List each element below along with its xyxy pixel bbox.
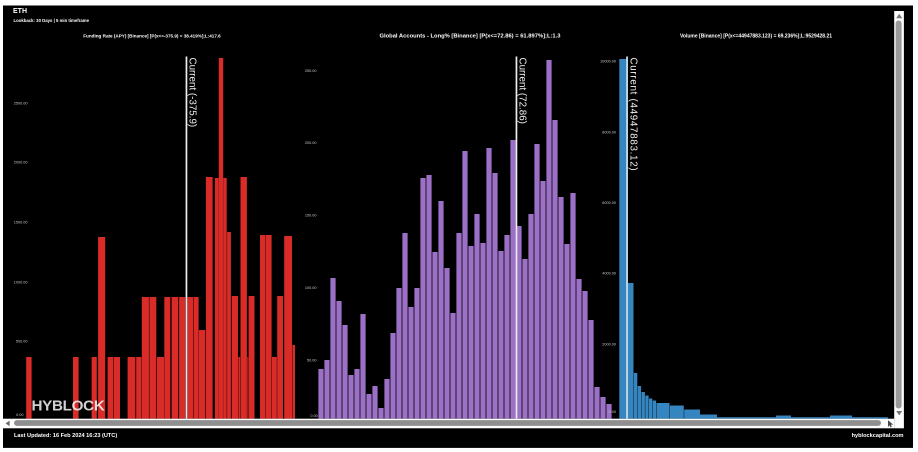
svg-text:HYBLOCK: HYBLOCK: [32, 398, 105, 415]
svg-text:2000.00: 2000.00: [14, 160, 28, 164]
svg-text:250.00: 250.00: [305, 69, 317, 73]
svg-text:200.00: 200.00: [305, 141, 317, 145]
svg-text:ETH: ETH: [13, 8, 27, 15]
svg-text:Current (44947883.12): Current (44947883.12): [627, 58, 638, 172]
svg-text:Current (72.86): Current (72.86): [517, 58, 528, 124]
svg-text:10000.00: 10000.00: [600, 60, 616, 64]
svg-text:0.00: 0.00: [310, 414, 317, 418]
svg-text:0.00: 0.00: [609, 410, 616, 414]
svg-text:4000.00: 4000.00: [602, 272, 616, 276]
svg-text:2000.00: 2000.00: [602, 343, 616, 347]
svg-text:8000.00: 8000.00: [602, 130, 616, 134]
svg-text:500.00: 500.00: [16, 339, 28, 343]
svg-text:150.00: 150.00: [305, 213, 317, 217]
svg-text:Volume [Binance] [P(x<=4494788: Volume [Binance] [P(x<=44947883.123) = 6…: [680, 34, 832, 40]
svg-text:50.00: 50.00: [307, 358, 317, 362]
svg-text:Last Updated: 16 Feb 2024 16:2: Last Updated: 16 Feb 2024 16:23 (UTC): [14, 433, 117, 439]
svg-text:0.00: 0.00: [16, 413, 23, 417]
svg-text:2500.00: 2500.00: [14, 101, 28, 105]
svg-text:Global Accounts - Long% [Binan: Global Accounts - Long% [Binance] [P(x<=…: [380, 34, 562, 40]
svg-text:1500.00: 1500.00: [14, 220, 28, 224]
svg-text:6000.00: 6000.00: [602, 201, 616, 205]
svg-text:hyblockcapital.com: hyblockcapital.com: [852, 433, 904, 439]
svg-text:Lookback: 30 Days | 5 min time: Lookback: 30 Days | 5 min timeframe: [14, 18, 90, 23]
svg-text:Funding Rate (APY) [Binance] [: Funding Rate (APY) [Binance] [P(x<=-375.…: [83, 34, 221, 39]
svg-text:100.00: 100.00: [305, 286, 317, 290]
svg-text:Current (-375.9): Current (-375.9): [187, 58, 198, 128]
svg-text:1000.00: 1000.00: [14, 280, 28, 284]
